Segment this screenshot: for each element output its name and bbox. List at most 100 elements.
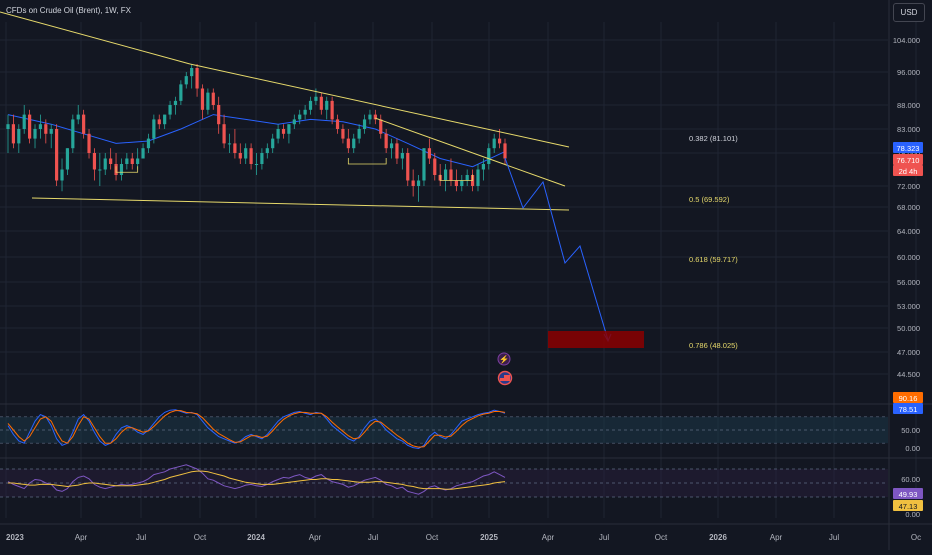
time-axis-label: Oct [655,533,668,542]
time-axis-label: Jul [368,533,378,542]
candle-body [449,169,453,181]
candle-body [341,129,345,139]
candle-body [325,100,329,110]
rsi-badge-label: 47.13 [899,502,918,511]
candle [265,143,269,159]
candle-body [87,133,91,153]
candle [238,143,242,164]
price-tick-label: 83.000 [897,125,920,134]
candle [190,64,194,89]
candle-body [265,148,269,153]
candle [44,119,48,144]
candle [287,124,291,144]
price-tick-label: 60.000 [897,253,920,262]
candle [136,148,140,170]
candle [249,143,253,170]
candle-body [427,148,431,159]
candle-body [357,129,361,139]
price-badge [893,154,923,165]
candle [22,105,26,134]
price-tick-label: 96.000 [897,68,920,77]
price-tick-label: 44.500 [897,370,920,379]
candle [395,138,399,164]
candle [17,124,21,153]
candle [152,114,156,144]
candle [389,138,394,159]
time-axis-label: 2023 [6,533,24,542]
candle [449,158,453,186]
candle-body [206,92,210,110]
time-axis-label: Apr [770,533,783,542]
candle-body [303,109,307,115]
candle [281,124,286,139]
candle [465,169,469,186]
candle-body [184,76,188,85]
price-badge [893,142,923,153]
lightning-event-icon [497,352,511,366]
rsi-line [7,464,506,495]
stoch-badge-label: 78.51 [899,405,918,414]
candle [173,96,178,115]
candle [217,96,221,134]
candle-body [173,100,178,105]
candle [55,124,59,186]
candle-body [492,138,496,149]
fib-level-label: 0.618 (59.717) [689,255,738,264]
candle [92,148,97,181]
candle-body [249,148,253,164]
rsi-badge [893,488,923,499]
candle-body [22,114,26,129]
candle [443,164,448,192]
stoch-tick-label: 0.00 [905,444,920,453]
candle-body [71,119,75,149]
candle [303,105,307,120]
time-axis-label: 2025 [480,533,498,542]
trendline [189,63,570,148]
candle-body [238,153,242,159]
candle [373,109,377,125]
time-axis-label: Apr [75,533,88,542]
candle-body [44,124,48,134]
candle [103,153,107,175]
candle-body [400,153,404,159]
candle [184,72,188,89]
candle-body [92,153,97,170]
price-tick-label: 78.000 [897,149,920,158]
time-axis-label: Apr [309,533,322,542]
candle [222,114,226,149]
candle [98,153,102,186]
candle [352,133,356,153]
currency-button[interactable]: USD [893,3,925,22]
candle-body [298,114,302,120]
candle [87,129,91,159]
candle-body [217,105,221,125]
candle [233,129,237,159]
candle-body [406,153,410,181]
candle-body [103,158,107,170]
candle [368,109,372,125]
candle-body [76,114,80,120]
candle-body [200,88,205,110]
candle [503,138,507,164]
candle [125,153,129,170]
price-badge-label: 78.323 [897,144,920,153]
candle-body [125,158,129,164]
candle-body [6,124,10,129]
candle-body [244,148,248,159]
candle [308,96,313,115]
stoch-tick-label: 50.00 [901,426,920,435]
candle [244,143,248,164]
candle-body [335,119,340,129]
candle-body [17,129,21,144]
time-axis-label: 2026 [709,533,727,542]
rsi-tick-label: 0.00 [905,510,920,519]
candle [6,114,10,153]
candle-body [33,129,37,139]
price-tick-label: 68.000 [897,203,920,212]
candle [292,114,296,129]
candle-body [395,143,399,159]
chart-title: CFDs on Crude Oil (Brent), 1W, FX [6,6,131,15]
